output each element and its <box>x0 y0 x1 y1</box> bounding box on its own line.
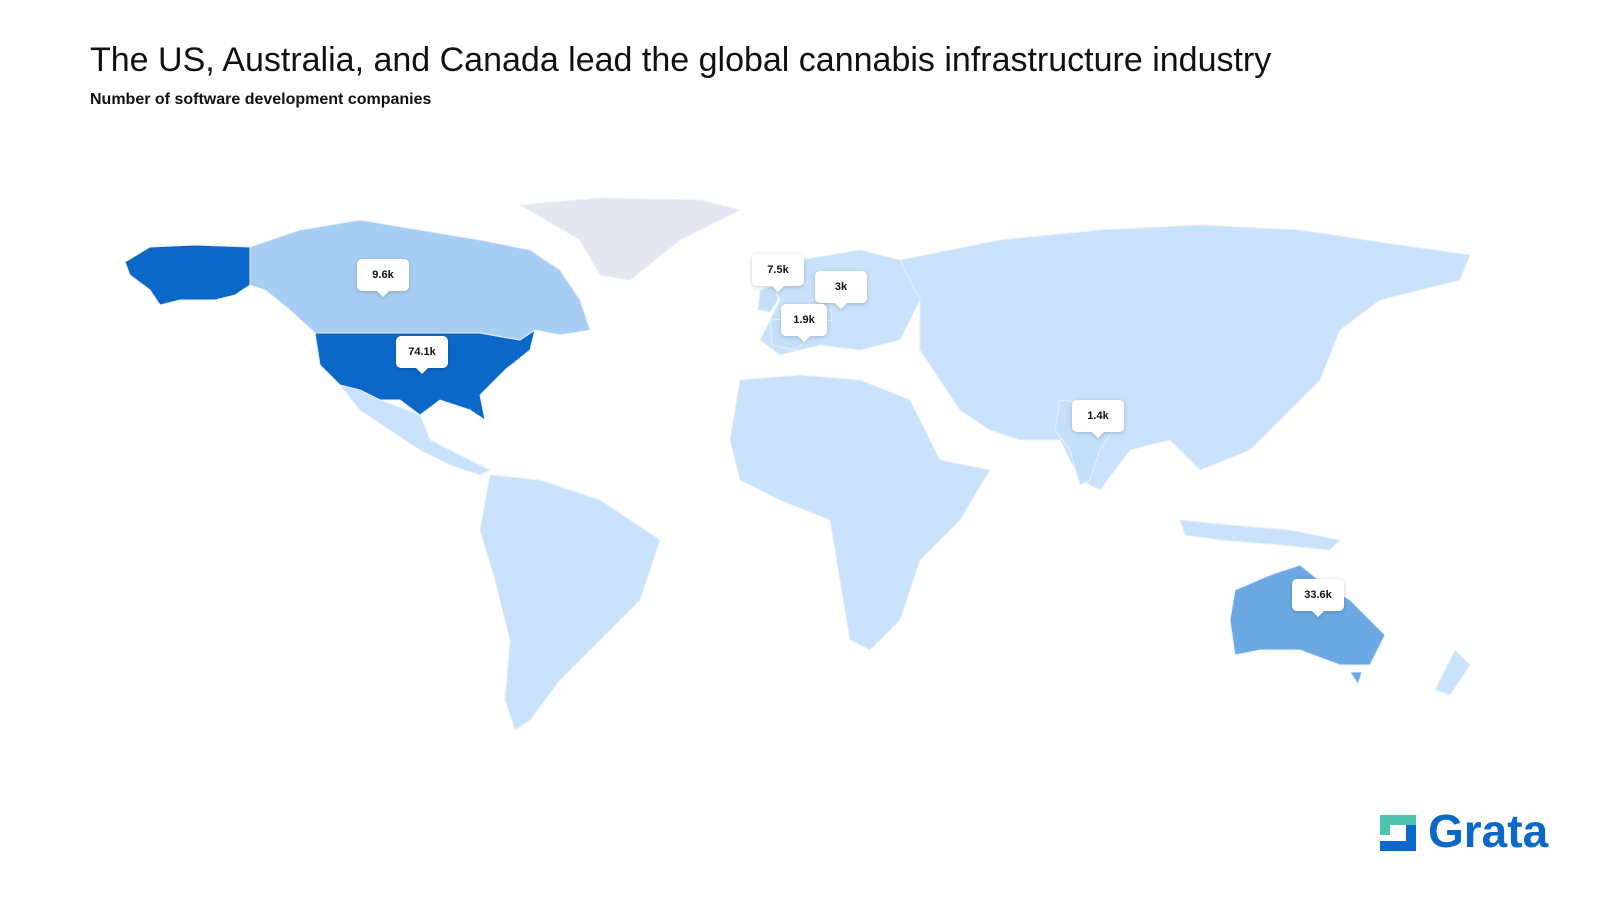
callout-pointer <box>377 291 389 297</box>
callout <box>1292 579 1344 617</box>
data-label: 1.9k <box>793 314 815 326</box>
asia <box>899 224 1471 491</box>
data-label: 33.6k <box>1304 589 1332 601</box>
regions <box>124 219 1386 686</box>
callout-box <box>357 259 409 291</box>
south-america <box>479 474 661 731</box>
callout-box <box>781 304 827 336</box>
logo-icon <box>1380 815 1416 835</box>
callout-pointer <box>1312 611 1324 617</box>
callout <box>357 259 409 297</box>
region <box>124 244 251 306</box>
data-label: 7.5k <box>767 264 789 276</box>
data-label: 74.1k <box>408 346 436 358</box>
region <box>1229 564 1386 666</box>
brand-logo: Grata <box>1380 805 1549 857</box>
chart-subtitle: Number of software development companies <box>90 91 432 108</box>
callout <box>781 304 827 342</box>
region <box>757 284 779 313</box>
data-label: 9.6k <box>372 269 394 281</box>
callout-box <box>1292 579 1344 611</box>
chart-title: The US, Australia, and Canada lead the g… <box>90 41 1271 79</box>
indonesia <box>1179 519 1342 551</box>
callout-box <box>1072 400 1124 432</box>
data-label: 3k <box>835 281 848 293</box>
callout <box>752 254 804 292</box>
brand-name: Grata <box>1428 805 1549 857</box>
new-zealand <box>1434 649 1471 696</box>
callout-box <box>752 254 804 286</box>
callout-pointer <box>835 303 847 309</box>
region <box>1349 671 1363 686</box>
region <box>249 219 591 341</box>
callout <box>1072 400 1124 438</box>
callout-box <box>815 271 867 303</box>
greenland <box>518 197 742 281</box>
callout <box>396 336 448 374</box>
callouts: 74.1k 33.6k 9.6k 7.5k 3k 1.9k 1.4k <box>357 254 1344 617</box>
callout-pointer <box>1092 432 1104 438</box>
callout-pointer <box>772 286 784 292</box>
logo-icon <box>1380 825 1416 851</box>
callout-pointer <box>798 336 810 342</box>
callout <box>815 271 867 309</box>
africa <box>729 374 991 651</box>
world-map <box>338 197 1471 731</box>
data-label: 1.4k <box>1087 410 1109 422</box>
callout-pointer <box>416 368 428 374</box>
callout-box <box>396 336 448 368</box>
